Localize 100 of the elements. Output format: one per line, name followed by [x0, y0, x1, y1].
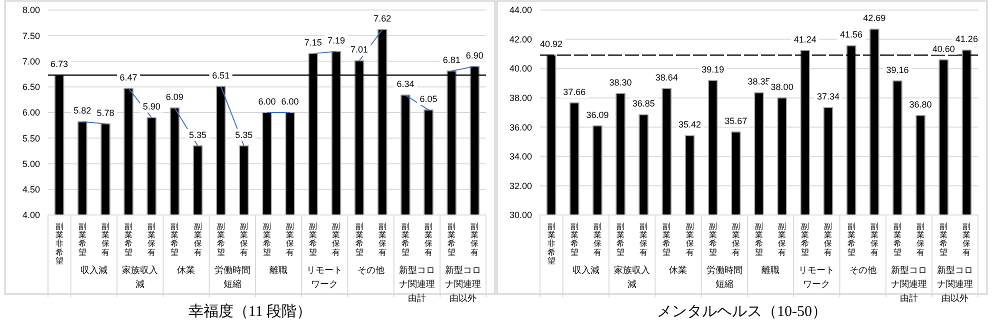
x-tick-label: 副業希望 — [124, 222, 133, 257]
x-tick-label: 副業希望 — [355, 222, 364, 257]
y-tick-label: 4.50 — [22, 184, 40, 195]
text: 休業 — [177, 265, 196, 275]
data-label: 41.24 — [794, 34, 816, 44]
y-tick-label: 4.00 — [22, 210, 40, 220]
x-tick-label: 副業希望 — [708, 222, 717, 257]
data-label: 38.00 — [770, 82, 794, 92]
y-tick-label: 7.50 — [22, 30, 40, 41]
x-tick-label: 副業希望 — [216, 222, 225, 257]
data-label: 37.66 — [563, 86, 586, 97]
y-tick-label: 34.00 — [509, 152, 532, 162]
text: 離職 — [762, 265, 780, 275]
data-label: 38.30 — [609, 77, 632, 88]
y-tick-label: 32.00 — [509, 180, 532, 191]
x-tick-label: 副業保有 — [240, 222, 248, 257]
x-tick-label: 副業保有 — [824, 222, 832, 257]
y-tick-label: 44.00 — [509, 5, 532, 16]
x-tick-label: 副業保有 — [732, 222, 740, 257]
data-label: 7.19 — [327, 36, 345, 46]
x-tick-label: 副業保有 — [101, 222, 110, 257]
data-label: 36.85 — [632, 98, 655, 109]
x-tick-label: 副業保有 — [640, 222, 648, 257]
data-label: 35.42 — [678, 120, 702, 130]
data-label: 6.09 — [166, 92, 184, 102]
text: 幸福度（11 段階） — [188, 303, 312, 320]
data-label: 36.09 — [586, 110, 609, 120]
data-label: 6.73 — [50, 59, 68, 70]
text: 離職 — [270, 265, 288, 275]
y-tick-label: 5.50 — [22, 133, 40, 144]
text: 休業 — [669, 265, 688, 275]
x-tick-label: 副業希望 — [170, 222, 179, 257]
x-tick-label: 副業希望 — [893, 222, 902, 257]
x-tick-label: 副業希望 — [616, 222, 625, 257]
data-label: 40.60 — [932, 44, 955, 54]
text: リモートワーク — [798, 265, 835, 289]
x-tick-label: 副業保有 — [778, 222, 786, 257]
data-label: 37.34 — [816, 92, 840, 102]
x-tick-label: 副業保有 — [686, 222, 694, 257]
y-tick-label: 42.00 — [509, 34, 532, 44]
x-tick-label: 副業保有 — [194, 222, 202, 257]
y-tick-label: 30.00 — [509, 210, 532, 220]
text: その他 — [849, 265, 876, 275]
y-tick-label: 5.00 — [22, 158, 40, 169]
x-tick-label: 副業保有 — [916, 222, 925, 257]
text: リモートワーク — [306, 265, 343, 289]
text: メンタルヘルス（10-50） — [657, 304, 827, 320]
data-label: 5.78 — [96, 108, 114, 118]
y-tick-label: 40.00 — [509, 64, 532, 74]
x-tick-label: 副業希望 — [309, 222, 318, 257]
y-tick-label: 6.50 — [22, 82, 40, 92]
text: 家族収入減 — [122, 265, 158, 289]
x-tick-label: 副業希望 — [570, 222, 578, 257]
x-tick-label: 副業希望 — [755, 222, 763, 257]
data-label: 5.82 — [74, 106, 92, 116]
data-label: 6.90 — [466, 50, 484, 60]
data-label: 6.81 — [442, 54, 460, 65]
x-tick-label: 副業希望 — [801, 222, 810, 257]
data-label: 5.90 — [142, 102, 160, 112]
data-label: 6.00 — [258, 96, 276, 106]
data-label: 6.47 — [120, 72, 138, 82]
x-tick-label: 副業希望 — [401, 222, 410, 257]
text: 新型コロナ関連理由以外 — [937, 265, 974, 303]
x-tick-label: 副業保有 — [378, 222, 386, 257]
x-tick-label: 副業希望 — [662, 222, 671, 257]
data-label: 5.35 — [235, 130, 253, 140]
x-tick-label: 副業希望 — [78, 222, 86, 257]
data-label: 7.01 — [350, 44, 368, 55]
text: 収入減 — [80, 265, 108, 275]
x-tick-label: 副業希望 — [940, 222, 948, 257]
text: 新型コロナ関連理由計 — [891, 265, 927, 303]
x-tick-label: 副業保有 — [470, 222, 479, 257]
y-tick-label: 38.00 — [509, 93, 532, 104]
x-tick-label: 副業非希望 — [547, 222, 556, 266]
data-label: 40.92 — [540, 39, 563, 50]
x-tick-label: 副業保有 — [148, 222, 156, 257]
x-tick-label: 副業保有 — [870, 222, 878, 257]
data-label: 35.67 — [724, 116, 748, 126]
data-label: 38.64 — [655, 72, 678, 82]
text: その他 — [357, 265, 384, 275]
data-label: 6.34 — [396, 79, 414, 90]
x-tick-label: 副業保有 — [286, 222, 294, 257]
y-tick-label: 6.00 — [22, 108, 40, 118]
x-tick-label: 副業保有 — [424, 222, 433, 257]
x-tick-label: 副業希望 — [448, 222, 456, 257]
data-label: 42.69 — [863, 13, 886, 24]
data-label: 6.00 — [281, 96, 299, 106]
x-tick-label: 副業保有 — [332, 222, 340, 257]
x-tick-label: 副業希望 — [847, 222, 856, 257]
data-label: 7.62 — [374, 13, 392, 24]
x-tick-label: 副業非希望 — [55, 222, 64, 266]
text: 収入減 — [572, 265, 600, 275]
data-label: 7.15 — [304, 38, 322, 48]
data-label: 6.05 — [420, 94, 438, 104]
data-label: 5.35 — [189, 130, 207, 140]
data-label: 41.26 — [955, 34, 978, 44]
data-label: 41.56 — [840, 30, 863, 40]
text: 新型コロナ関連理由以外 — [445, 265, 482, 303]
y-tick-label: 36.00 — [509, 122, 532, 132]
text: 新型コロナ関連理由計 — [399, 265, 435, 303]
